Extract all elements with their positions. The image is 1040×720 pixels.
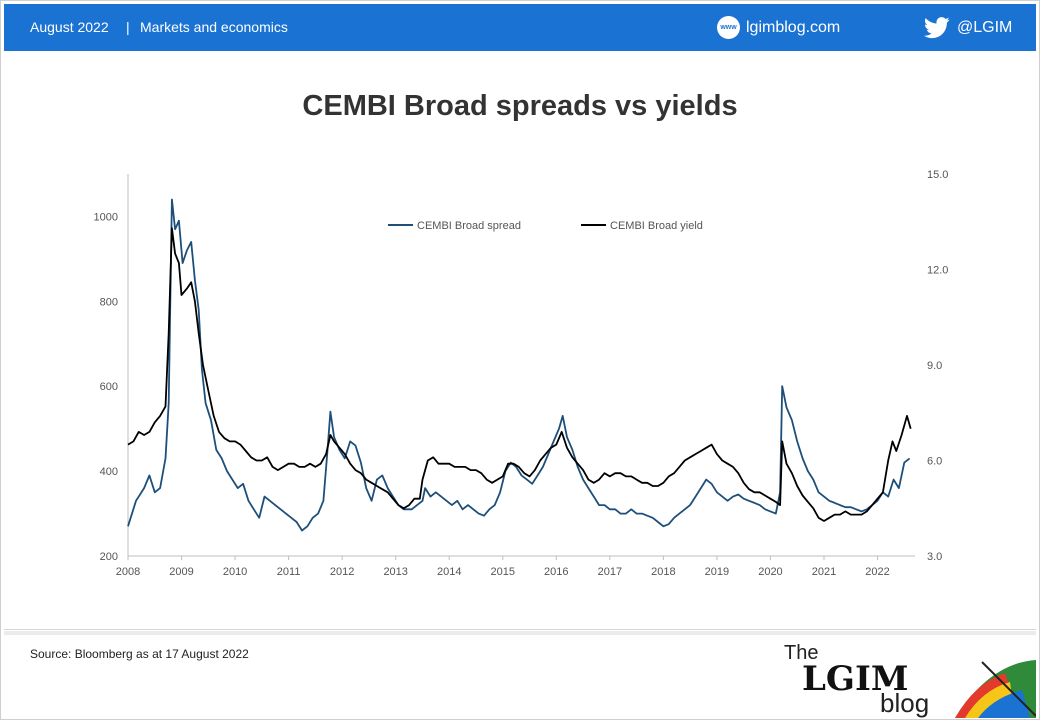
twitter-icon[interactable] bbox=[924, 17, 950, 39]
yield-series-line bbox=[127, 227, 912, 522]
x-tick-label: 2012 bbox=[330, 566, 354, 578]
chart-legend: CEMBI Broad spread CEMBI Broad yield bbox=[388, 220, 703, 232]
logo-the: The bbox=[784, 642, 818, 664]
x-tick-label: 2016 bbox=[544, 566, 568, 578]
y-left-tick-label: 600 bbox=[100, 381, 118, 393]
spread-series-line bbox=[127, 198, 911, 532]
y-right-tick-label: 15.0 bbox=[927, 169, 948, 181]
x-tick-label: 2022 bbox=[865, 566, 889, 578]
chart-title: CEMBI Broad spreads vs yields bbox=[302, 90, 738, 122]
twitter-handle-link[interactable]: @LGIM bbox=[957, 19, 1013, 36]
x-tick-label: 2014 bbox=[437, 566, 461, 578]
x-tick-label: 2009 bbox=[169, 566, 193, 578]
series-layer bbox=[127, 198, 912, 532]
x-tick-label: 2011 bbox=[277, 566, 301, 578]
x-tick-label: 2020 bbox=[758, 566, 782, 578]
header-separator: | bbox=[126, 19, 130, 35]
source-note: Source: Bloomberg as at 17 August 2022 bbox=[30, 647, 249, 661]
x-tick-label: 2017 bbox=[598, 566, 622, 578]
x-tick-label: 2019 bbox=[705, 566, 729, 578]
www-icon: www bbox=[717, 16, 740, 39]
logo-blog: blog bbox=[880, 688, 929, 718]
y-left-tick-label: 200 bbox=[100, 551, 118, 563]
y-right-tick-label: 12.0 bbox=[927, 265, 948, 277]
lgim-blog-logo[interactable]: The LGIM blog bbox=[760, 638, 1036, 718]
x-tick-label: 2013 bbox=[383, 566, 407, 578]
logo-brand: LGIM bbox=[802, 659, 908, 699]
chart-axes: 200 400 600 800 1000 3.0 6.0 9.0 12.0 15.0 2008 200… bbox=[94, 169, 949, 578]
y-left-tick-label: 1000 bbox=[94, 211, 118, 223]
divider bbox=[4, 631, 1036, 635]
y-right-tick-label: 3.0 bbox=[927, 551, 942, 563]
chart-panel bbox=[4, 55, 1036, 630]
legend-item-label: CEMBI Broad spread bbox=[417, 220, 521, 232]
x-tick-label: 2010 bbox=[223, 566, 247, 578]
header-category-link[interactable]: Markets and economics bbox=[140, 19, 288, 35]
x-tick-label: 2008 bbox=[116, 566, 140, 578]
site-link[interactable]: lgimblog.com bbox=[746, 19, 841, 36]
y-right-tick-label: 9.0 bbox=[927, 360, 942, 372]
x-tick-label: 2018 bbox=[651, 566, 675, 578]
y-left-tick-label: 800 bbox=[100, 296, 118, 308]
header-date: August 2022 bbox=[30, 19, 109, 35]
x-tick-label: 2015 bbox=[491, 566, 515, 578]
x-tick-label: 2021 bbox=[812, 566, 836, 578]
y-right-tick-label: 6.0 bbox=[927, 456, 942, 468]
top-bar: August 2022 | Markets and economics www … bbox=[4, 4, 1036, 51]
umbrella-icon bbox=[955, 660, 1036, 718]
y-left-tick-label: 400 bbox=[100, 466, 118, 478]
legend-item-label: CEMBI Broad yield bbox=[610, 220, 703, 232]
line-chart: 200 400 600 800 1000 3.0 6.0 9.0 12.0 15.0 2008 200… bbox=[94, 169, 949, 578]
